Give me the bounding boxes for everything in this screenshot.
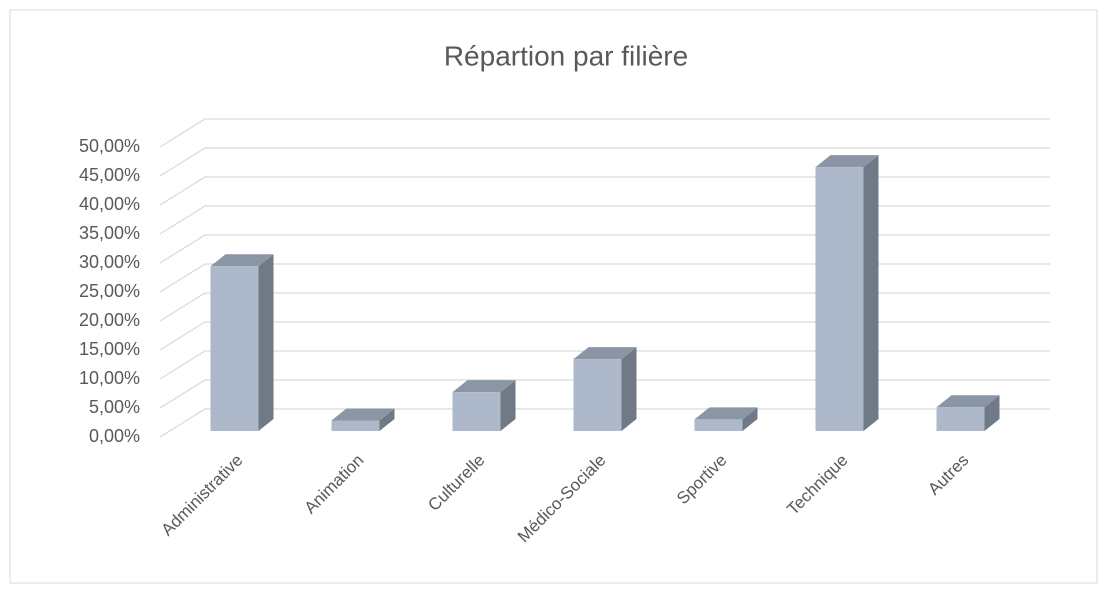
grid-line: [159, 292, 1050, 322]
bar-top: [573, 347, 637, 360]
bar-side: [863, 155, 879, 431]
bar-side: [742, 407, 758, 431]
bar: [331, 408, 395, 431]
bar-front: [815, 167, 864, 431]
grid-line: [159, 379, 1050, 409]
bar-front: [573, 359, 622, 431]
chart-frame: [9, 9, 1098, 584]
bar-top: [694, 407, 758, 420]
y-tick-label: 50,00%: [79, 136, 140, 156]
bar: [573, 347, 637, 431]
y-tick-label: 30,00%: [79, 252, 140, 272]
bar-side: [500, 380, 516, 431]
chart-title: Répartion par filière: [444, 40, 688, 71]
bar-side: [379, 408, 395, 431]
y-tick-label: 40,00%: [79, 194, 140, 214]
bar-front: [331, 420, 380, 431]
bar: [694, 407, 758, 431]
y-tick-label: 10,00%: [79, 368, 140, 388]
bar-front: [210, 266, 259, 431]
bar-side: [258, 254, 274, 431]
grid-line: [159, 263, 1050, 293]
bar-top: [936, 395, 1000, 408]
bar-top: [452, 380, 516, 393]
bar-front: [694, 419, 743, 431]
grid-line: [159, 176, 1050, 206]
bar: [452, 380, 516, 431]
grid-line: [159, 118, 1050, 148]
bar-top: [210, 254, 274, 267]
y-tick-label: 15,00%: [79, 339, 140, 359]
bar-top: [815, 155, 879, 168]
bar-side: [984, 395, 1000, 431]
grid-line: [159, 205, 1050, 235]
bar: [815, 155, 879, 431]
grid-line: [159, 234, 1050, 264]
grid-line: [159, 408, 1050, 438]
y-tick-label: 20,00%: [79, 310, 140, 330]
bar-side: [621, 347, 637, 431]
grid-line: [159, 147, 1050, 177]
y-tick-label: 0,00%: [89, 426, 140, 446]
bar-front: [936, 407, 985, 431]
bar: [936, 395, 1000, 431]
bar-front: [452, 392, 501, 431]
bar: [210, 254, 274, 431]
grid-line: [159, 321, 1050, 351]
y-tick-label: 5,00%: [89, 397, 140, 417]
grid-line: [159, 350, 1050, 380]
y-tick-label: 35,00%: [79, 223, 140, 243]
bar-top: [331, 408, 395, 421]
y-tick-label: 25,00%: [79, 281, 140, 301]
y-tick-label: 45,00%: [79, 165, 140, 185]
